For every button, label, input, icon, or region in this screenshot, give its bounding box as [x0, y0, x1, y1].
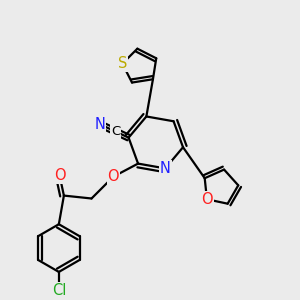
Text: N: N [160, 161, 171, 176]
Text: O: O [201, 192, 213, 207]
Text: O: O [107, 169, 119, 184]
Text: N: N [94, 117, 105, 132]
Text: Cl: Cl [52, 283, 66, 298]
Text: O: O [54, 168, 65, 183]
Text: C: C [111, 125, 120, 138]
Text: S: S [118, 56, 127, 71]
